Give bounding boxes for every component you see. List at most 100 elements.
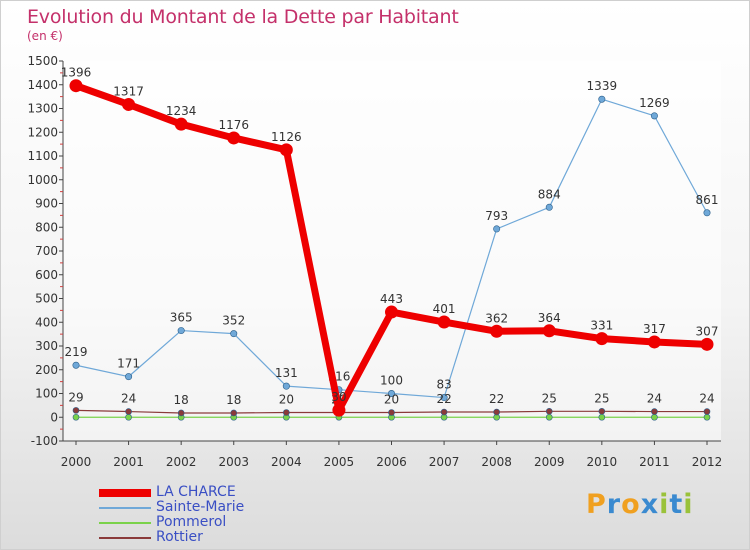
y-tick-label: 800 [35, 220, 58, 234]
x-tick-label: 2003 [218, 455, 249, 469]
legend-label: Sainte-Marie [156, 499, 245, 515]
data-point-sainte-marie [598, 95, 606, 103]
data-point-sainte-marie [230, 330, 238, 338]
data-point-sainte-marie [387, 389, 395, 397]
data-label-rottier: 22 [436, 392, 451, 406]
y-tick-label: 400 [35, 315, 58, 329]
x-tick-label: 2010 [587, 455, 618, 469]
x-tick-label: 2005 [324, 455, 355, 469]
data-label-rottier: 24 [699, 392, 714, 406]
legend-swatch [99, 489, 151, 497]
data-point-sainte-marie [493, 225, 501, 233]
data-point-rottier [440, 408, 448, 416]
data-point-sainte-marie [703, 209, 711, 217]
data-point-pommerol [651, 413, 658, 421]
y-tick-label: 600 [35, 268, 58, 282]
y-tick-label: 1200 [27, 125, 58, 139]
data-point-rottier [125, 408, 132, 415]
data-point-la-charce [69, 79, 83, 93]
legend-swatch [99, 522, 151, 524]
data-point-rottier [283, 409, 290, 416]
data-point-rottier [388, 409, 395, 416]
logo-letter: x [640, 489, 660, 520]
data-point-pommerol [545, 413, 553, 421]
y-tick-label: 500 [35, 292, 58, 306]
data-point-la-charce [700, 337, 714, 351]
data-point-sainte-marie [650, 112, 658, 120]
data-label-sainte-marie: 219 [65, 345, 88, 359]
x-tick-label: 2007 [429, 455, 460, 469]
y-tick-label: 1500 [27, 54, 58, 68]
data-point-sainte-marie [545, 203, 553, 211]
y-tick-label: 1400 [27, 78, 58, 92]
logo-letter: o [621, 489, 641, 520]
logo-letter: t [669, 489, 684, 520]
data-label-la-charce: 1234 [166, 104, 197, 118]
data-point-pommerol [598, 413, 606, 421]
x-tick-label: 2004 [271, 455, 302, 469]
data-label-la-charce: 1176 [218, 118, 249, 132]
data-point-sainte-marie [177, 327, 185, 335]
data-label-la-charce: 1317 [113, 84, 144, 98]
data-label-rottier: 20 [279, 393, 294, 407]
chart-title: Evolution du Montant de la Dette par Hab… [27, 6, 459, 28]
data-point-sainte-marie [282, 382, 290, 390]
data-label-sainte-marie: 171 [117, 357, 140, 371]
data-label-rottier: 18 [174, 393, 189, 407]
data-label-la-charce: 443 [380, 292, 403, 306]
x-tick-label: 2008 [481, 455, 512, 469]
data-label-rottier: 22 [489, 392, 504, 406]
data-point-la-charce [542, 324, 556, 338]
data-point-rottier [230, 409, 238, 417]
data-point-la-charce [332, 403, 346, 417]
data-label-rottier: 24 [121, 392, 136, 406]
data-label-sainte-marie: 352 [222, 314, 245, 328]
data-label-la-charce: 362 [485, 311, 508, 325]
data-label-sainte-marie: 1339 [587, 79, 618, 93]
legend-label: Pommerol [156, 514, 227, 530]
data-label-la-charce: 331 [590, 319, 613, 333]
data-label-la-charce: 317 [643, 322, 666, 336]
data-point-rottier [545, 408, 553, 415]
x-tick-label: 2012 [692, 455, 723, 469]
data-point-sainte-marie [125, 373, 133, 381]
logo-letter: P [586, 489, 607, 520]
data-point-la-charce [595, 332, 609, 346]
data-label-la-charce: 30 [331, 390, 346, 404]
data-label-la-charce: 307 [696, 324, 719, 338]
data-label-sainte-marie: 365 [170, 311, 193, 325]
y-tick-label: 300 [35, 339, 58, 353]
data-label-rottier: 18 [226, 393, 241, 407]
data-point-la-charce [174, 117, 188, 131]
y-tick-label: -100 [31, 434, 58, 448]
legend-swatch [99, 537, 151, 539]
data-point-la-charce [227, 131, 241, 145]
legend-label: LA CHARCE [156, 484, 236, 500]
x-tick-label: 2009 [534, 455, 565, 469]
y-tick-label: 700 [35, 244, 58, 258]
data-point-rottier [493, 408, 500, 416]
data-point-rottier [177, 409, 185, 417]
data-point-pommerol [72, 413, 80, 421]
data-point-la-charce [647, 335, 661, 349]
data-label-rottier: 25 [594, 391, 609, 405]
x-tick-label: 2001 [113, 455, 144, 469]
data-point-la-charce [122, 97, 136, 111]
data-label-sainte-marie: 884 [538, 187, 561, 201]
x-tick-label: 2011 [639, 455, 670, 469]
data-label-sainte-marie: 793 [485, 209, 508, 223]
data-point-pommerol [125, 413, 132, 421]
y-tick-label: 1000 [27, 173, 58, 187]
data-label-sainte-marie: 100 [380, 374, 403, 388]
data-label-la-charce: 401 [433, 302, 456, 316]
y-tick-label: 200 [35, 363, 58, 377]
y-tick-label: 1300 [27, 102, 58, 116]
data-point-la-charce [437, 315, 451, 329]
data-point-la-charce [385, 305, 398, 319]
data-point-rottier [598, 408, 606, 415]
data-point-pommerol [703, 413, 711, 421]
data-point-sainte-marie [440, 394, 448, 402]
y-tick-label: 100 [35, 387, 58, 401]
